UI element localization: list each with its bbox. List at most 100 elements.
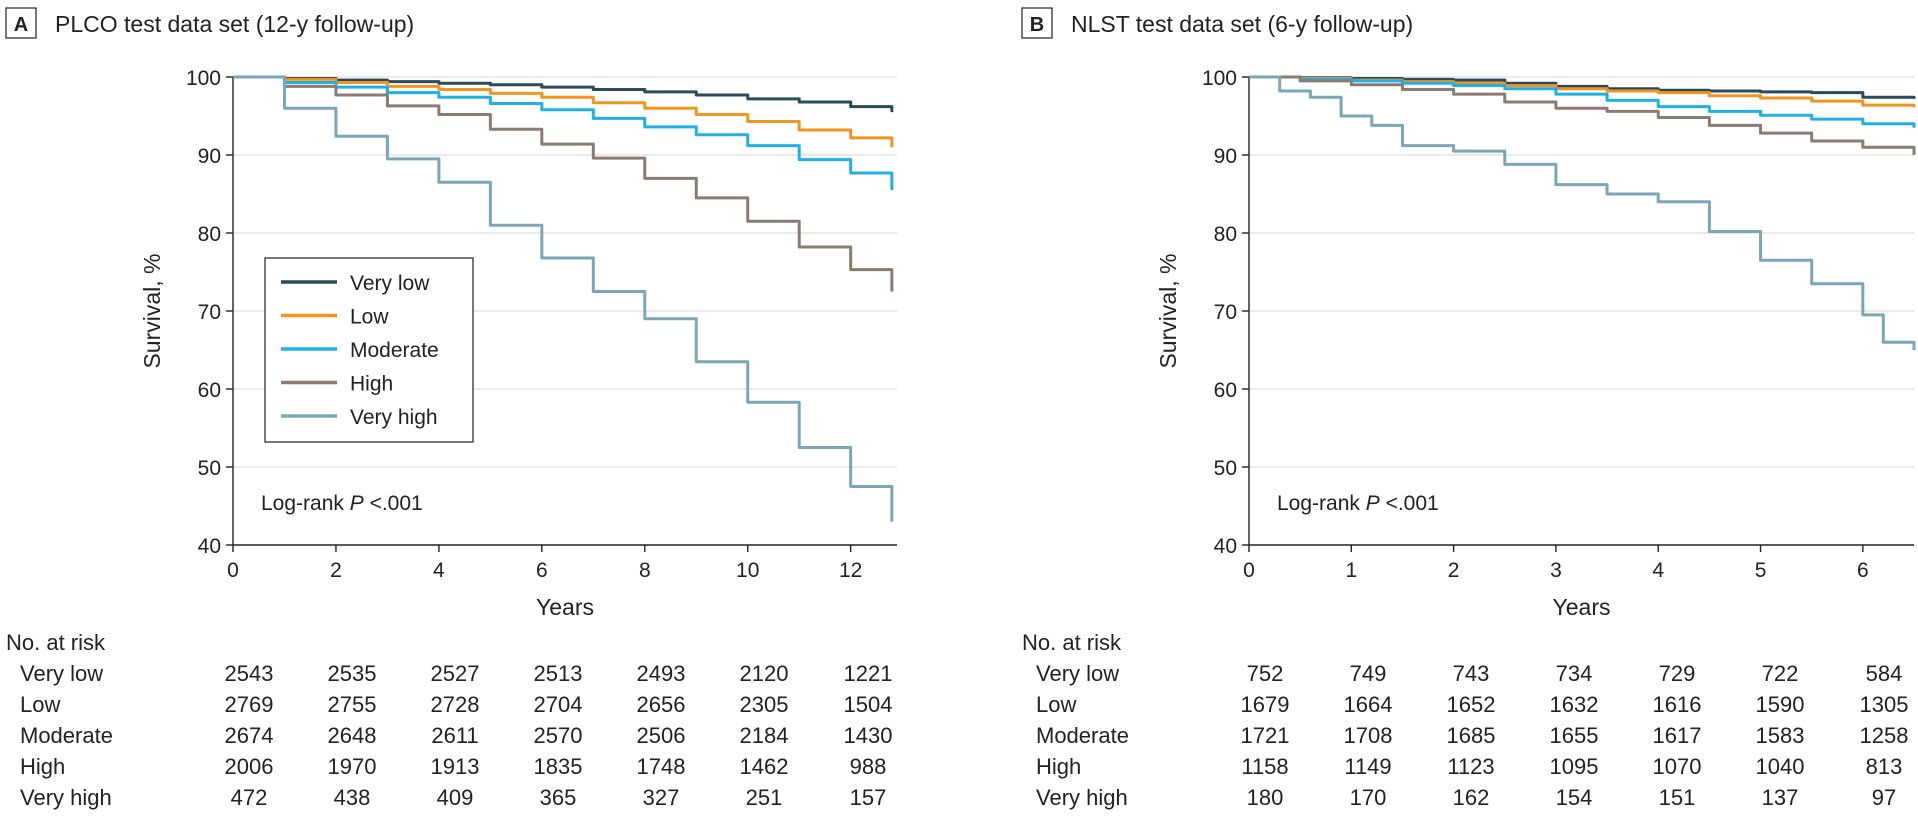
risk-value: 365 (540, 785, 577, 810)
y-tick-label: 40 (1214, 535, 1237, 558)
risk-value: 154 (1556, 785, 1593, 810)
legend: Very low Low Moderate High Very high (264, 257, 474, 443)
risk-value: 1655 (1550, 723, 1599, 748)
risk-value: 1617 (1653, 723, 1702, 748)
risk-value: 2184 (740, 723, 789, 748)
panel-title: PLCO test data set (12-y follow-up) (55, 11, 414, 37)
risk-value: 151 (1659, 785, 1696, 810)
legend-label: Low (350, 306, 389, 329)
y-axis-label: Survival, % (139, 253, 165, 368)
series-line-moderate (233, 75, 894, 191)
risk-value: 1970 (328, 754, 377, 779)
risk-value: 584 (1866, 661, 1903, 686)
risk-row-label: Very high (20, 785, 112, 810)
panel-letter: A (14, 14, 28, 36)
risk-value: 1149 (1344, 754, 1391, 779)
risk-value: 1123 (1447, 754, 1494, 779)
x-tick-label: 1 (1345, 559, 1357, 582)
risk-value: 734 (1556, 661, 1593, 686)
risk-row-label: Very low (1036, 661, 1119, 686)
risk-value: 1632 (1550, 692, 1599, 717)
risk-value: 1590 (1756, 692, 1805, 717)
risk-value: 2755 (328, 692, 377, 717)
annot-suffix: <.001 (1380, 492, 1439, 515)
risk-row-label: High (20, 754, 65, 779)
risk-value: 2728 (431, 692, 480, 717)
risk-value: 2648 (328, 723, 377, 748)
legend-label: Very high (350, 406, 438, 429)
risk-value: 729 (1659, 661, 1696, 686)
risk-value: 137 (1762, 785, 1799, 810)
risk-value: 2493 (637, 661, 686, 686)
risk-value: 2611 (431, 723, 478, 748)
series-line-very-high (1249, 75, 1916, 350)
y-tick-label: 40 (198, 535, 221, 558)
risk-value: 1070 (1653, 754, 1702, 779)
risk-value: 409 (437, 785, 474, 810)
risk-value: 2543 (225, 661, 274, 686)
y-tick-label: 60 (1214, 379, 1237, 402)
risk-value: 1616 (1653, 692, 1702, 717)
risk-value: 988 (850, 754, 887, 779)
risk-value: 1504 (844, 692, 893, 717)
risk-value: 327 (643, 785, 680, 810)
risk-value: 749 (1350, 661, 1387, 686)
risk-value: 1095 (1550, 754, 1599, 779)
risk-row-label: Moderate (20, 723, 113, 748)
x-axis-label: Years (1553, 594, 1611, 620)
x-tick-label: 6 (1857, 559, 1869, 582)
x-axis-label: Years (536, 594, 594, 620)
risk-value: 2513 (534, 661, 583, 686)
risk-table: No. at risk Very low 752 749 743 734 729 722 584… (1022, 630, 1908, 810)
risk-row-label: High (1036, 754, 1081, 779)
x-tick-label: 2 (330, 559, 342, 582)
series-line-moderate (1249, 75, 1916, 128)
risk-value: 472 (231, 785, 268, 810)
y-tick-label: 70 (1214, 301, 1237, 324)
risk-value: 2527 (431, 661, 480, 686)
risk-value: 251 (746, 785, 783, 810)
risk-value: 1221 (844, 661, 893, 686)
y-tick-label: 50 (198, 457, 221, 480)
risk-value: 1040 (1756, 754, 1805, 779)
annot-p: P (350, 492, 364, 515)
risk-value: 2535 (328, 661, 377, 686)
y-tick-label: 50 (1214, 457, 1237, 480)
y-tick-label: 80 (198, 223, 221, 246)
annot-prefix: Log-rank (1277, 492, 1366, 515)
series-line-very-low (1249, 75, 1916, 99)
risk-value: 97 (1872, 785, 1896, 810)
log-rank-annotation: Log-rank P <.001 (261, 492, 423, 515)
risk-table-header: No. at risk (6, 630, 106, 655)
annot-prefix: Log-rank (261, 492, 350, 515)
risk-value: 1748 (637, 754, 686, 779)
risk-value: 722 (1762, 661, 1799, 686)
y-tick-label: 90 (198, 145, 221, 168)
x-tick-label: 4 (433, 559, 445, 582)
risk-value: 1679 (1241, 692, 1290, 717)
risk-value: 1258 (1860, 723, 1909, 748)
y-tick-label: 100 (186, 67, 221, 90)
risk-value: 1664 (1344, 692, 1393, 717)
y-tick-label: 100 (1202, 67, 1237, 90)
risk-value: 180 (1247, 785, 1284, 810)
risk-value: 2006 (225, 754, 274, 779)
risk-table: No. at risk Very low 2543 2535 2527 2513 2493 2… (6, 630, 892, 810)
legend-label: Very low (350, 272, 430, 295)
series-line-very-high (233, 75, 894, 522)
x-tick-label: 0 (227, 559, 239, 582)
x-tick-label: 0 (1243, 559, 1255, 582)
risk-value: 1721 (1241, 723, 1290, 748)
risk-value: 1305 (1860, 692, 1909, 717)
risk-value: 2305 (740, 692, 789, 717)
risk-table-header: No. at risk (1022, 630, 1122, 655)
risk-value: 2120 (740, 661, 789, 686)
risk-value: 1462 (740, 754, 789, 779)
risk-value: 813 (1866, 754, 1903, 779)
x-tick-label: 4 (1652, 559, 1664, 582)
log-rank-annotation: Log-rank P <.001 (1277, 492, 1439, 515)
risk-row-label: Very low (20, 661, 103, 686)
x-tick-label: 8 (639, 559, 651, 582)
y-tick-label: 60 (198, 379, 221, 402)
risk-value: 1913 (431, 754, 480, 779)
